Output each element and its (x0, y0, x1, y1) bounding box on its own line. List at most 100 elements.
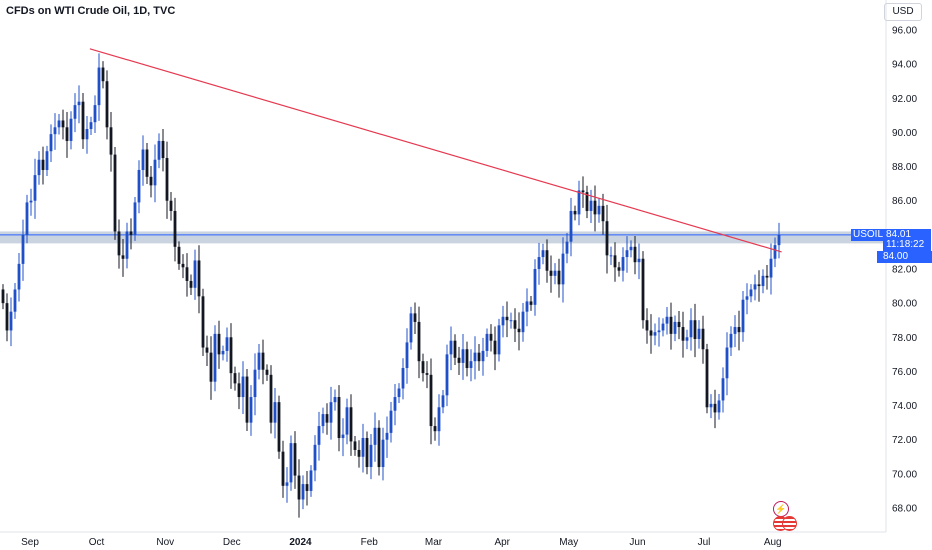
candle (341, 418, 345, 457)
candle (85, 115, 89, 154)
candle (361, 423, 365, 473)
candle (693, 303, 697, 358)
candle (369, 433, 373, 480)
candle (109, 112, 113, 172)
candle (185, 253, 189, 297)
candle (201, 288, 205, 356)
candle (585, 185, 589, 219)
candle (33, 158, 37, 219)
candle (113, 147, 117, 240)
candle (129, 218, 133, 250)
candle (333, 389, 337, 411)
candle (745, 283, 749, 315)
candle (309, 465, 313, 497)
candle (253, 353, 257, 416)
candle (225, 327, 229, 362)
candle (541, 243, 545, 265)
candle (81, 93, 85, 149)
candle (45, 145, 49, 176)
candle (697, 320, 701, 349)
candle (293, 431, 297, 489)
candle (133, 197, 137, 241)
candle (493, 326, 497, 371)
candle (513, 308, 517, 343)
candle (289, 435, 293, 491)
candle (665, 307, 669, 335)
time-tick-label: Nov (156, 537, 174, 548)
candle (553, 263, 557, 285)
price-tick-label: 88.00 (892, 162, 917, 173)
candle (125, 222, 129, 269)
candle (605, 204, 609, 274)
candle (685, 329, 689, 350)
price-tick-label: 68.00 (892, 504, 917, 515)
candle (105, 70, 109, 140)
candle (29, 188, 33, 216)
candle (461, 333, 465, 380)
candle (89, 116, 93, 135)
candle (405, 328, 409, 384)
candle (661, 318, 665, 337)
candle (777, 222, 781, 259)
price-tick-label: 70.00 (892, 469, 917, 480)
candle (457, 346, 461, 375)
candle (93, 95, 97, 134)
bar-countdown: 11:18:22 (883, 239, 931, 251)
level-tag: 84.00 (877, 251, 932, 263)
candle (501, 305, 505, 338)
time-tick-label: Mar (425, 537, 443, 548)
candle (657, 317, 661, 347)
candle (473, 336, 477, 380)
candle (581, 176, 585, 208)
candle (149, 165, 153, 198)
candle (137, 160, 141, 214)
us-flag-icon[interactable] (773, 516, 797, 531)
candle (741, 291, 745, 342)
candle (233, 366, 237, 391)
trendline (89, 48, 782, 253)
candle (529, 296, 533, 311)
candle (73, 93, 77, 133)
candle (749, 284, 753, 303)
price-axis: 96.0094.0092.0090.0088.0086.0084.0082.00… (892, 26, 917, 515)
candle (141, 135, 145, 186)
candle (381, 427, 385, 481)
candle (609, 246, 613, 265)
candle (77, 85, 81, 124)
candle (521, 303, 525, 342)
price-tick-label: 92.00 (892, 94, 917, 105)
candle (213, 325, 217, 392)
candle (713, 389, 717, 429)
time-tick-label: Sep (21, 537, 39, 548)
candle (353, 436, 357, 456)
candle (485, 328, 489, 357)
candle (53, 113, 57, 150)
candle (401, 358, 405, 400)
candle (177, 241, 181, 270)
currency-button[interactable]: USD (884, 3, 922, 21)
candle (357, 440, 361, 468)
candle (217, 320, 221, 369)
candle (221, 345, 225, 361)
lightning-icon[interactable]: ⚡ (773, 501, 789, 517)
candle (617, 261, 621, 277)
candle (37, 151, 41, 185)
candle (625, 236, 629, 273)
candle (17, 253, 21, 302)
candle (281, 440, 285, 498)
candle (189, 274, 193, 295)
price-tick-label: 82.00 (892, 265, 917, 276)
candle (193, 249, 197, 300)
candle (761, 269, 765, 294)
candle (481, 337, 485, 376)
candle (21, 219, 25, 281)
candle (645, 308, 649, 344)
price-tick-label: 96.00 (892, 26, 917, 37)
price-tick-label: 80.00 (892, 299, 917, 310)
price-tick-label: 94.00 (892, 60, 917, 71)
candle (533, 259, 537, 316)
candle (153, 144, 157, 203)
candle (557, 258, 561, 298)
candle (249, 385, 253, 436)
